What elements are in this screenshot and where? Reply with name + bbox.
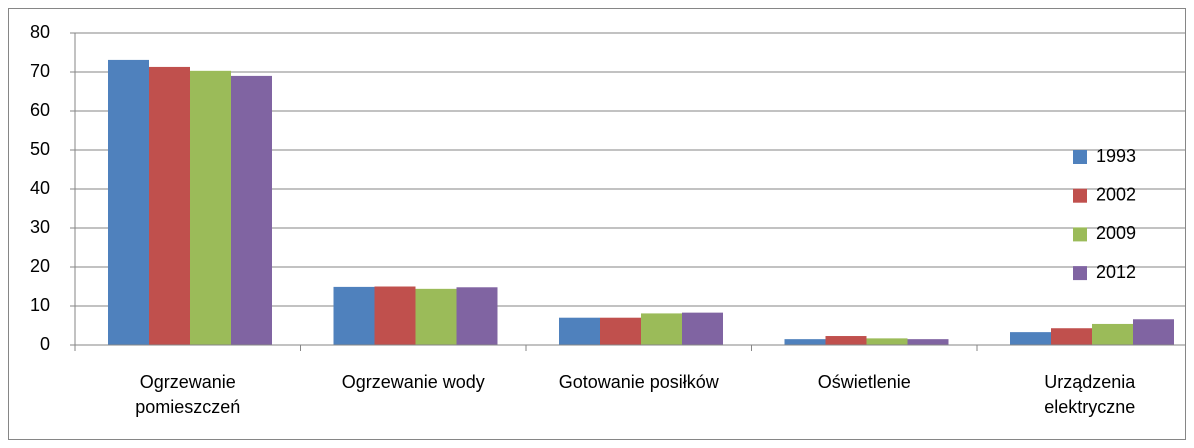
bar [456, 287, 498, 345]
y-tick-label: 80 [30, 22, 50, 42]
y-tick-label: 50 [30, 139, 50, 159]
bar [600, 317, 641, 345]
bar [682, 312, 723, 345]
x-tick-label: Ogrzewanie wody [341, 372, 485, 392]
y-tick-label: 20 [30, 256, 50, 276]
y-tick-label: 10 [30, 295, 50, 315]
legend-label: 1993 [1096, 146, 1136, 166]
bar [415, 288, 457, 345]
bar [641, 313, 682, 345]
bar [1092, 323, 1133, 345]
legend-label: 2009 [1096, 223, 1136, 243]
legend-label: 2012 [1096, 262, 1136, 282]
x-tick-label: Urządzenia elektryczne [1044, 372, 1136, 417]
legend-swatch [1073, 188, 1087, 203]
y-tick-label: 60 [30, 100, 50, 120]
legend-swatch [1073, 150, 1087, 164]
legend-swatch [1073, 227, 1087, 242]
bar [825, 336, 867, 345]
bar [1051, 328, 1092, 345]
bar [374, 286, 416, 345]
legend-label: 2002 [1096, 184, 1136, 204]
bar [333, 286, 375, 345]
bar [1010, 332, 1051, 345]
bar [108, 59, 149, 345]
bar [866, 338, 908, 345]
bar [231, 75, 272, 346]
x-tick-label: Gotowanie posiłków [558, 372, 719, 392]
bar [1133, 319, 1174, 345]
y-tick-label: 30 [30, 217, 50, 237]
bar [190, 70, 231, 345]
bar [149, 66, 190, 346]
y-tick-label: 70 [30, 61, 50, 81]
bar [784, 339, 826, 345]
x-tick-label: Ogrzewanie pomieszczeń [135, 372, 241, 417]
legend-swatch [1073, 266, 1087, 281]
y-tick-label: 40 [30, 178, 50, 198]
y-tick-label: 0 [40, 334, 50, 354]
bar [559, 317, 600, 345]
bar [907, 339, 949, 345]
x-tick-label: Oświetlenie [817, 372, 911, 392]
